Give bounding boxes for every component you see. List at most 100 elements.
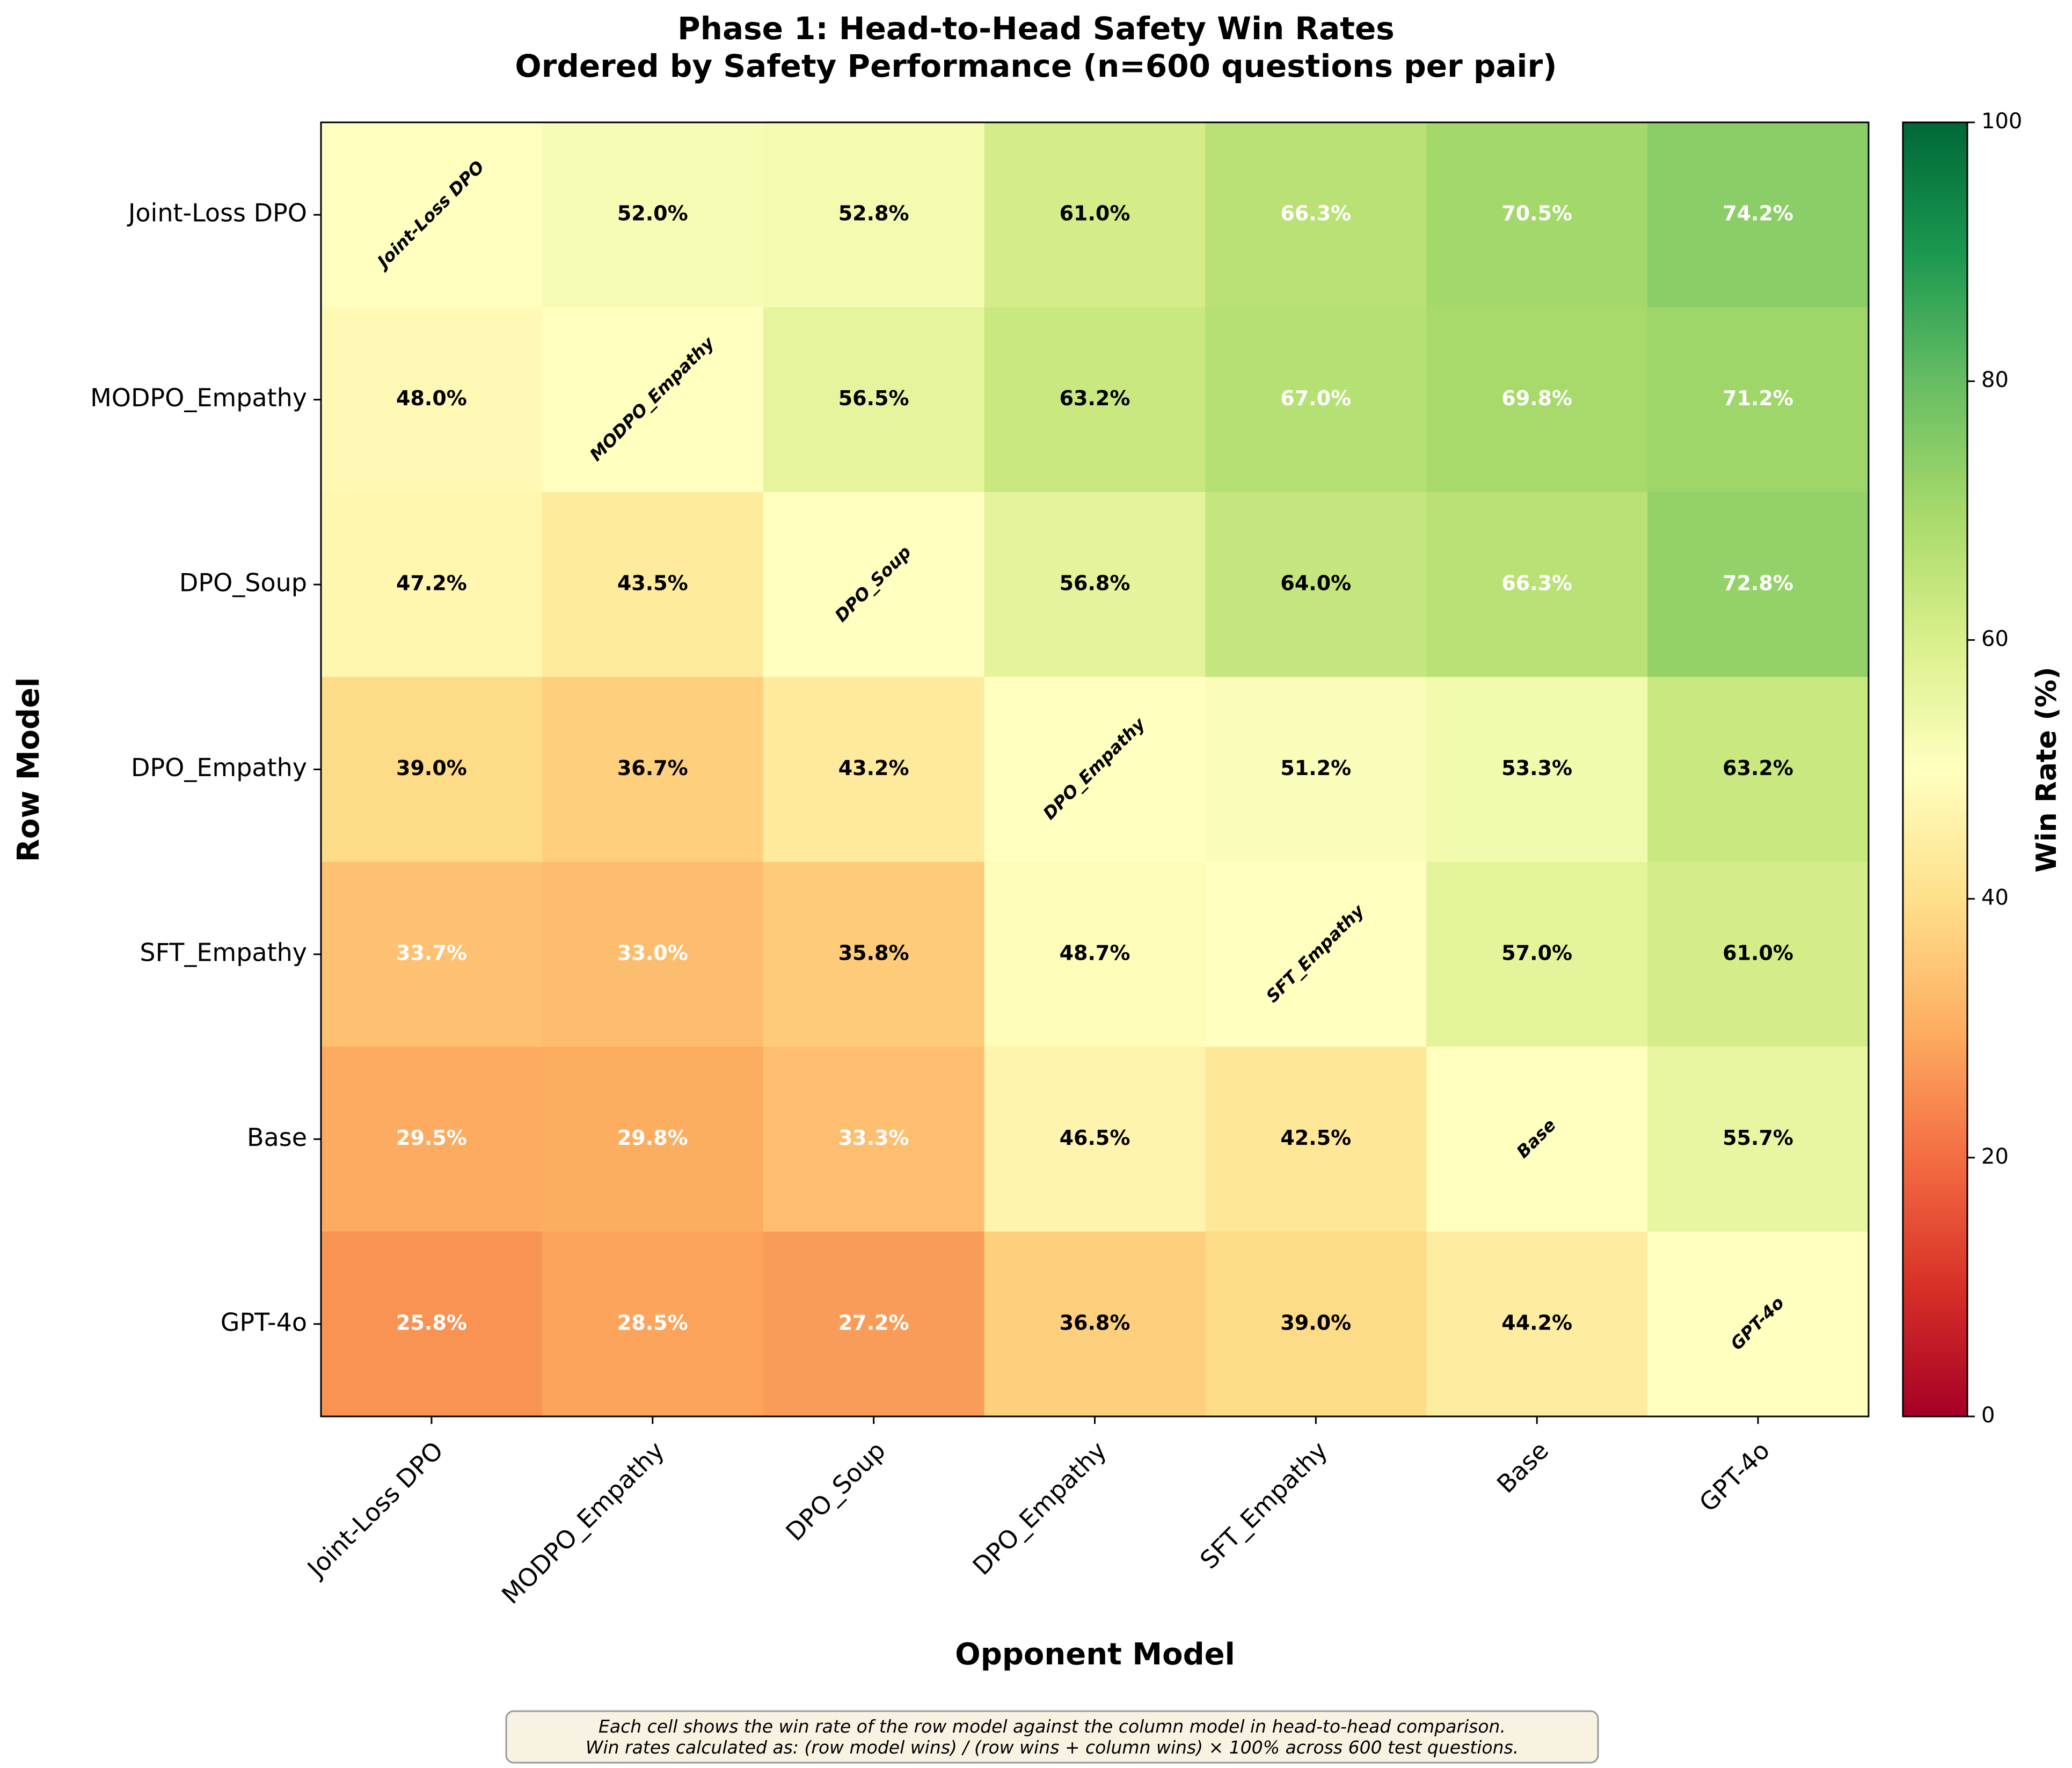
cell-value-label: 71.2% — [1723, 386, 1793, 410]
colorbar-tick-label: 40 — [1981, 886, 2009, 910]
x-tick-label: Joint-Loss DPO — [301, 1436, 449, 1584]
note-line-2: Win rates calculated as: (row model wins… — [586, 1737, 1519, 1758]
cell-value-label: 64.0% — [1280, 572, 1351, 595]
heatmap-cell — [984, 492, 1206, 677]
heatmap-cell — [542, 1231, 764, 1417]
heatmap-cell — [321, 492, 543, 677]
heatmap-cell — [984, 307, 1206, 493]
cell-value-label: 35.8% — [838, 941, 909, 965]
x-tick-label: SFT_Empathy — [1194, 1436, 1333, 1575]
cell-value-label: 61.0% — [1723, 941, 1793, 965]
cell-value-label: 33.7% — [396, 941, 467, 965]
cell-value-label: 70.5% — [1501, 202, 1572, 225]
heatmap-cell — [763, 1047, 985, 1232]
heatmap-cell — [763, 122, 985, 308]
heatmap-cell — [321, 122, 543, 308]
heatmap-cell — [542, 677, 764, 863]
colorbar-tick-label: 80 — [1981, 368, 2009, 392]
heatmap-cell — [1647, 492, 1869, 677]
heatmap-cell — [984, 1231, 1206, 1417]
heatmap-cell — [763, 1231, 985, 1417]
cell-value-label: 67.0% — [1280, 386, 1351, 410]
cell-value-label: 61.0% — [1060, 202, 1130, 225]
heatmap-cell — [321, 677, 543, 863]
heatmap-cell — [542, 122, 764, 308]
heatmap-cell — [1426, 307, 1648, 493]
colorbar — [1902, 121, 1968, 1418]
cell-value-label: 29.8% — [617, 1126, 688, 1150]
cell-value-label: 43.2% — [838, 756, 909, 780]
heatmap-cell — [763, 307, 985, 493]
row-tick-labels: Joint-Loss DPO MODPO_Empathy DPO_Soup DPO_E… — [90, 199, 321, 1336]
heatmap-cell — [984, 861, 1206, 1047]
heatmap-cell — [1205, 122, 1427, 308]
y-tick-label: MODPO_Empathy — [90, 383, 307, 412]
cell-value-label: 57.0% — [1501, 941, 1572, 965]
cell-value-label: 44.2% — [1501, 1311, 1572, 1334]
heatmap-cell — [1647, 307, 1869, 493]
heatmap-cell — [1426, 122, 1648, 308]
heatmap-cell — [1426, 492, 1648, 677]
heatmap-cell — [1205, 492, 1427, 677]
cell-value-label: 55.7% — [1723, 1126, 1793, 1150]
heatmap-cell — [1647, 677, 1869, 863]
note-box — [505, 1710, 1599, 1764]
heatmap-cell — [542, 307, 764, 493]
heatmap-cell — [984, 677, 1206, 863]
heatmap-cell — [984, 122, 1206, 308]
heatmap-cell — [1205, 861, 1427, 1047]
cell-value-label: 33.3% — [838, 1126, 909, 1150]
colorbar-tick-label: 20 — [1981, 1144, 2009, 1169]
cell-value-label: 51.2% — [1280, 756, 1351, 780]
heatmap-cell — [1426, 861, 1648, 1047]
cell-value-label: 56.5% — [838, 386, 909, 410]
x-tick-label: Base — [1491, 1436, 1554, 1499]
cell-value-label: 42.5% — [1280, 1126, 1351, 1150]
cell-value-label: 63.2% — [1060, 386, 1130, 410]
heatmap-cell — [1205, 1047, 1427, 1232]
cell-value-label: 56.8% — [1060, 572, 1130, 595]
heatmap-cell — [1647, 1047, 1869, 1232]
y-tick-label: Base — [247, 1123, 307, 1152]
cell-value-label: 25.8% — [396, 1311, 467, 1334]
chart-title-line-2: Ordered by Safety Performance (n=600 que… — [515, 48, 1557, 84]
cell-value-label: 39.0% — [1280, 1311, 1351, 1334]
heatmap-cell — [321, 861, 543, 1047]
x-tick-label: MODPO_Empathy — [496, 1436, 670, 1610]
y-tick-label: DPO_Soup — [179, 568, 307, 597]
heatmap-cell — [1205, 1231, 1427, 1417]
colorbar-tick-label: 0 — [1981, 1403, 1995, 1428]
heatmap-cell — [1205, 307, 1427, 493]
heatmap-cells: Joint-Loss DPO 52.0% 52.8% 61.0% 66.3% 70.5% 7… — [321, 122, 1869, 1417]
note-line-1: Each cell shows the win rate of the row … — [599, 1716, 1506, 1737]
cell-value-label: 52.0% — [617, 202, 688, 225]
cell-value-label: 66.3% — [1501, 572, 1572, 595]
cell-value-label: 33.0% — [617, 941, 688, 965]
cell-value-label: 66.3% — [1280, 202, 1351, 225]
x-axis-label: Opponent Model — [955, 1637, 1235, 1672]
cell-value-label: 63.2% — [1723, 756, 1793, 780]
cell-value-label: 43.5% — [617, 572, 688, 595]
heatmap-cell — [1426, 1231, 1648, 1417]
cell-value-label: 53.3% — [1501, 756, 1572, 780]
heatmap-cell — [1647, 1231, 1869, 1417]
y-tick-label: GPT-4o — [221, 1307, 307, 1336]
heatmap-cell — [321, 307, 543, 493]
x-tick-label: GPT-4o — [1694, 1436, 1775, 1517]
cell-value-label: 28.5% — [617, 1311, 688, 1334]
y-tick-label: SFT_Empathy — [140, 938, 307, 967]
heatmap-cell — [763, 492, 985, 677]
heatmap-cell — [542, 1047, 764, 1232]
cell-value-label: 48.7% — [1060, 941, 1130, 965]
cell-value-label: 72.8% — [1723, 572, 1793, 595]
heatmap-cell — [1205, 677, 1427, 863]
cell-value-label: 36.7% — [617, 756, 688, 780]
x-tick-label: DPO_Empathy — [967, 1436, 1112, 1581]
heatmap-cell — [1426, 1047, 1648, 1232]
plot-frame — [320, 121, 1870, 1418]
colorbar-label: Win Rate (%) — [2031, 667, 2063, 872]
cell-value-label: 48.0% — [396, 386, 467, 410]
cell-value-label: 52.8% — [838, 202, 909, 225]
cell-value-label: 29.5% — [396, 1126, 467, 1150]
